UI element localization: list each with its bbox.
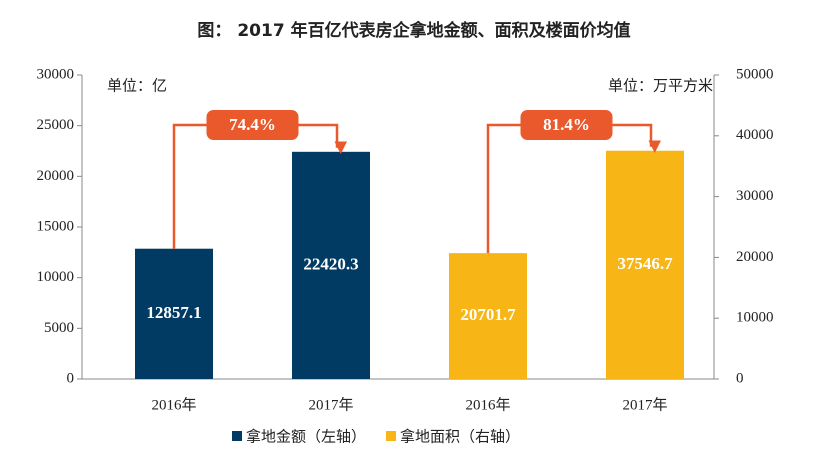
legend-swatch [386, 431, 397, 441]
y2-tick-label: 50000 [736, 66, 774, 82]
y2-tick-label: 10000 [736, 310, 774, 326]
chart-title: 图： 2017 年百亿代表房企拿地金额、面积及楼面价均值 [197, 20, 630, 41]
y-tick-label: 0 [67, 370, 75, 386]
y2-tick-label: 0 [736, 370, 744, 386]
y2-tick-label: 20000 [736, 249, 774, 265]
growth-label: 81.4% [543, 115, 590, 134]
left-unit: 单位：亿 [107, 77, 167, 95]
y-tick-label: 30000 [37, 66, 75, 82]
y-tick-label: 15000 [37, 218, 75, 234]
y2-tick-label: 40000 [736, 127, 774, 143]
value-label: 20701.7 [460, 305, 516, 324]
x-tick-label: 2016年 [465, 396, 510, 413]
y-tick-label: 5000 [44, 320, 74, 336]
value-label: 22420.3 [303, 254, 358, 273]
bar [292, 151, 370, 379]
legend-swatch [232, 431, 242, 441]
bar [606, 150, 684, 379]
y-tick-label: 25000 [37, 117, 75, 133]
bar [449, 253, 527, 379]
y2-tick-label: 30000 [736, 188, 774, 204]
value-label: 37546.7 [617, 254, 673, 273]
x-tick-label: 2017年 [308, 396, 353, 413]
legend-label: 拿地金额（左轴） [246, 428, 366, 446]
value-label: 12857.1 [146, 303, 201, 322]
bar [135, 248, 213, 379]
growth-box [206, 110, 299, 140]
growth-box [520, 110, 613, 140]
y-tick-label: 20000 [37, 168, 75, 184]
legend-label: 拿地面积（右轴） [400, 428, 520, 446]
x-tick-label: 2016年 [151, 396, 196, 413]
growth-label: 74.4% [229, 115, 276, 134]
x-tick-label: 2017年 [622, 396, 667, 413]
right-unit: 单位：万平方米 [608, 77, 713, 95]
y-tick-label: 10000 [37, 269, 75, 285]
